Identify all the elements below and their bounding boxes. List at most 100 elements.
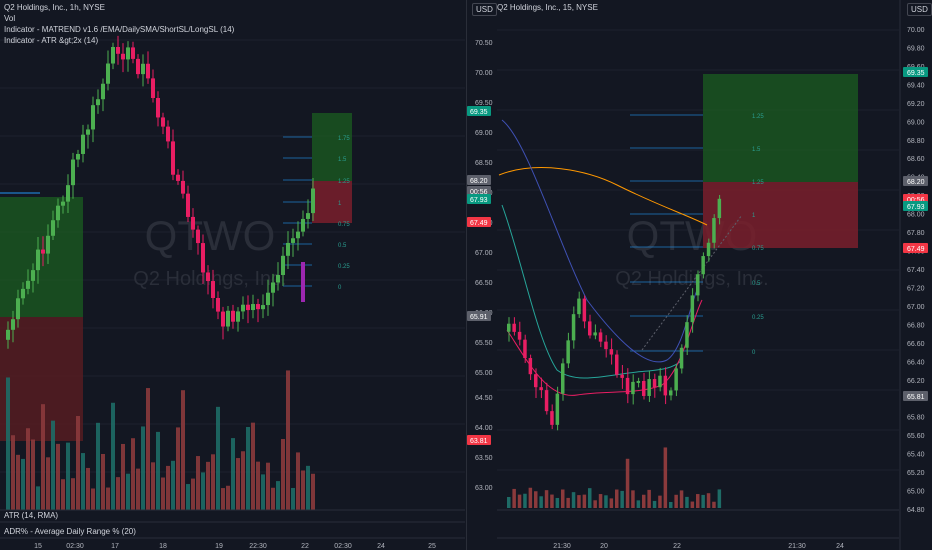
candle [156, 98, 160, 118]
price-tag [467, 435, 491, 445]
candle [16, 298, 20, 320]
price-tag [467, 175, 491, 185]
right-axis-label: 69.20 [907, 101, 925, 108]
volume-bar [555, 497, 560, 508]
candle [226, 310, 230, 327]
right-axis-label: 68.60 [907, 156, 925, 163]
candle [41, 249, 45, 254]
candle [561, 363, 565, 394]
volume-bar [311, 473, 315, 510]
candle [674, 368, 678, 391]
right-axis-label: 67.80 [907, 230, 925, 237]
right-axis-label: 67.40 [907, 267, 925, 274]
candle [161, 117, 165, 127]
ma-orange [498, 167, 708, 226]
volume-bar [652, 500, 657, 508]
price-tag [903, 67, 928, 77]
candle [679, 347, 684, 369]
volume-bar [41, 404, 45, 510]
volume-bar [544, 490, 549, 508]
volume-bar [211, 454, 215, 510]
candle [21, 288, 25, 299]
currency-button-right[interactable]: USD [907, 3, 932, 16]
right-axis-label: 66.20 [907, 378, 925, 385]
volume-bar [161, 477, 165, 510]
volume-bar [286, 370, 290, 510]
x-axis-label: 25 [428, 543, 436, 550]
right-axis-label: 67.00 [907, 304, 925, 311]
candle [31, 270, 35, 281]
candle [176, 174, 180, 181]
price-tag-text: 67.93 [470, 197, 488, 204]
volume-bar [186, 484, 190, 510]
volume-bar [226, 485, 230, 510]
volume-bar [156, 431, 160, 510]
x-axis-label: 24 [836, 543, 844, 550]
candle [571, 314, 576, 341]
candle [669, 390, 673, 396]
left-axis-label: 65.00 [475, 370, 493, 377]
volume-bar [101, 453, 105, 510]
candle [66, 185, 70, 202]
candle [166, 126, 170, 142]
volume-bar [534, 491, 538, 508]
candle [507, 323, 511, 332]
candle [191, 216, 195, 230]
fib-level-label: 1 [752, 213, 756, 219]
candle [706, 242, 711, 257]
volume-bar [517, 494, 522, 508]
volume-bar [106, 487, 110, 510]
volume-bar [196, 456, 200, 510]
candle [211, 281, 215, 299]
fib-level-label: 0.25 [338, 264, 350, 270]
right-axis-label: 65.20 [907, 470, 925, 477]
volume-legend: Vol [4, 14, 16, 23]
volume-bar [121, 443, 125, 510]
price-tag [467, 186, 491, 196]
candle [36, 249, 40, 271]
x-axis-label: 22 [673, 543, 681, 550]
price-tag-text: 65.81 [907, 394, 925, 401]
volume-bar [141, 426, 145, 510]
volume-bar [166, 465, 170, 510]
candle [717, 198, 722, 219]
volume-bar [261, 474, 265, 510]
volume-bar [577, 495, 581, 508]
volume-bar [550, 494, 554, 508]
x-axis-label: 18 [159, 543, 167, 550]
right-axis-label: 69.80 [907, 45, 925, 52]
volume-bar [36, 486, 40, 510]
currency-button-left[interactable]: USD [472, 3, 497, 16]
right-axis-label: 69.00 [907, 119, 925, 126]
left-axis-label: 69.00 [475, 130, 493, 137]
candle [171, 141, 175, 175]
volume-bar [151, 462, 155, 510]
fib-level-label: 0.25 [752, 315, 764, 321]
fib-level-label: 0.5 [338, 243, 347, 249]
left-axis-label: 64.50 [475, 395, 493, 402]
volume-bar [625, 458, 630, 508]
volume-bar [61, 479, 65, 510]
candle [652, 379, 657, 388]
candle [620, 374, 624, 378]
candle [61, 201, 65, 206]
fib-level-label: 1.75 [338, 136, 350, 142]
candle [690, 295, 695, 323]
candle [261, 305, 265, 310]
left-axis-label: 68.50 [475, 160, 493, 167]
right-chart-pane[interactable]: QTWO Q2 Holdings, Inc. 1.25 1.5 1.25 1 0.75 0.5… [467, 0, 932, 550]
candle [216, 298, 220, 312]
volume-bar [566, 497, 570, 508]
candle [701, 256, 705, 275]
volume-bar [593, 500, 597, 508]
volume-bar [201, 472, 205, 510]
candle [186, 193, 190, 217]
pane-divider[interactable] [466, 0, 467, 550]
volume-bar [46, 457, 50, 510]
candle [206, 272, 210, 282]
volume-bar [561, 489, 565, 508]
candle [604, 341, 608, 350]
